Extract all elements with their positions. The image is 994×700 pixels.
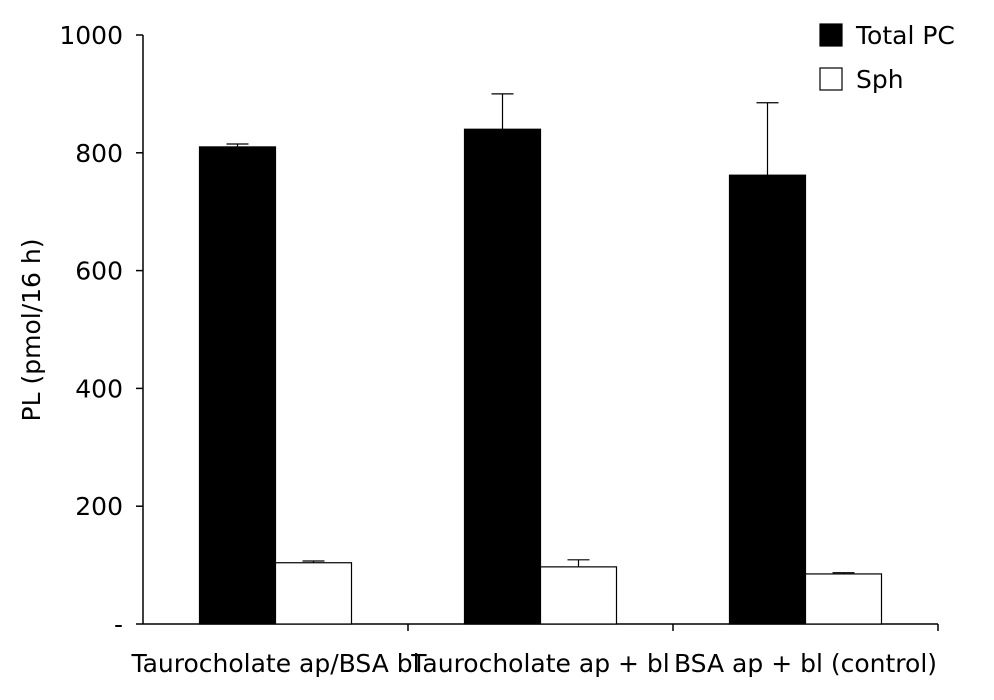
y-tick-label: 600	[75, 257, 123, 286]
y-tick-label: 1000	[59, 21, 123, 50]
y-tick-label: 400	[75, 374, 123, 403]
x-category-label: Taurocholate ap + bl	[410, 649, 669, 678]
bars	[198, 93, 883, 625]
bar-sph	[274, 562, 353, 625]
legend-label: Total PC	[855, 21, 955, 50]
y-ticks: - 200 400 600 800 1000	[59, 21, 143, 639]
y-axis: - 200 400 600 800 1000	[59, 21, 144, 639]
bar-sph	[804, 573, 883, 625]
y-tick-label: 800	[75, 139, 123, 168]
bar-total-pc	[198, 146, 277, 625]
legend-label: Sph	[856, 65, 904, 94]
y-tick-label: 200	[75, 492, 123, 521]
x-category-label: BSA ap + bl (control)	[674, 649, 937, 678]
x-category-label: Taurocholate ap/BSA bl	[130, 649, 419, 678]
bar-total-pc	[463, 128, 542, 625]
legend: Total PC Sph	[819, 21, 955, 94]
legend-swatch	[819, 67, 843, 91]
bar-sph	[539, 566, 618, 625]
y-axis-title: PL (pmol/16 h)	[17, 239, 46, 422]
y-tick-label: -	[114, 610, 123, 639]
legend-swatch	[819, 23, 843, 47]
bar-total-pc	[728, 174, 807, 625]
